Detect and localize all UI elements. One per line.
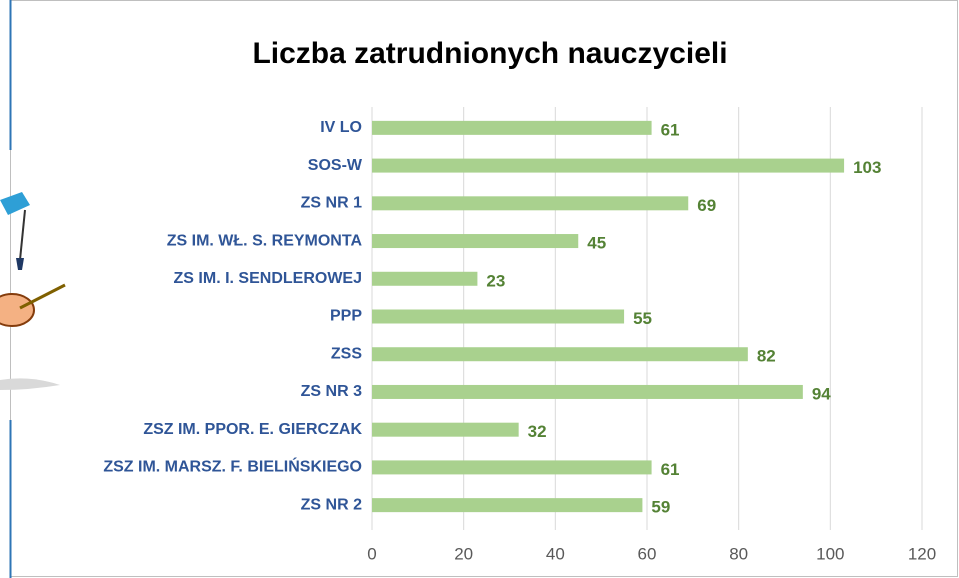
data-label: 61 [661, 460, 680, 479]
x-tick-label: 20 [454, 544, 473, 563]
x-tick-label: 40 [546, 544, 565, 563]
data-label: 55 [633, 309, 652, 328]
data-label: 69 [697, 196, 716, 215]
x-tick-label: 80 [729, 544, 748, 563]
y-tick-label: ZS IM. I. SENDLEROWEJ [174, 270, 362, 287]
data-label: 45 [587, 234, 606, 253]
y-tick-label: ZS NR 1 [301, 195, 362, 212]
y-tick-label: ZSZ IM. PPOR. E. GIERCZAK [143, 421, 362, 438]
bar [372, 271, 478, 286]
x-tick-label: 120 [908, 544, 936, 563]
data-label: 59 [651, 498, 670, 517]
data-label: 32 [528, 422, 547, 441]
y-tick-label: ZS NR 3 [301, 383, 362, 400]
bar [372, 384, 803, 399]
bar [372, 309, 625, 324]
y-tick-label: ZS NR 2 [301, 496, 362, 513]
bar [372, 234, 579, 249]
data-label: 61 [661, 120, 680, 139]
x-tick-label: 0 [367, 544, 376, 563]
data-label: 103 [853, 158, 881, 177]
y-tick-label: ZSS [331, 345, 362, 362]
y-tick-label: PPP [330, 308, 362, 325]
bar [372, 498, 643, 513]
bar [372, 347, 748, 362]
chart-title: Liczba zatrudnionych nauczycieli [252, 37, 727, 70]
frame [10, 0, 958, 577]
bar [372, 158, 845, 173]
bar [372, 460, 652, 475]
bar [372, 120, 652, 135]
x-tick-label: 100 [816, 544, 844, 563]
y-tick-label: ZS IM. WŁ. S. REYMONTA [167, 232, 363, 249]
y-tick-label: SOS-W [308, 157, 363, 174]
bar [372, 422, 519, 437]
y-tick-label: ZSZ IM. MARSZ. F. BIELIŃSKIEGO [103, 457, 362, 476]
y-tick-label: IV LO [320, 119, 362, 136]
teacher-illustration [0, 192, 66, 390]
data-label: 23 [486, 271, 505, 290]
bar [372, 196, 689, 211]
data-label: 94 [812, 384, 831, 403]
data-label: 82 [757, 347, 776, 366]
x-tick-label: 60 [638, 544, 657, 563]
